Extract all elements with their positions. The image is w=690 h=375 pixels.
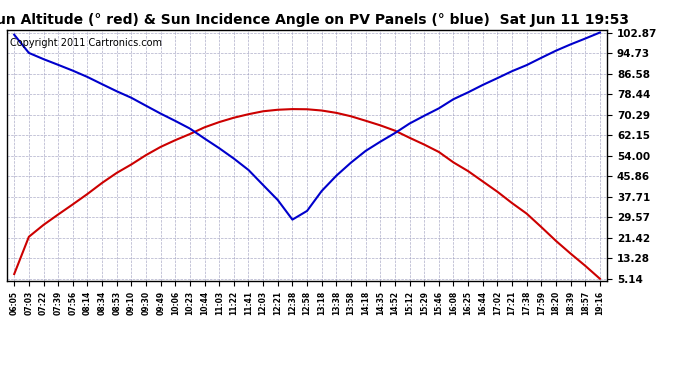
Text: Copyright 2011 Cartronics.com: Copyright 2011 Cartronics.com (10, 38, 162, 48)
Title: Sun Altitude (° red) & Sun Incidence Angle on PV Panels (° blue)  Sat Jun 11 19:: Sun Altitude (° red) & Sun Incidence Ang… (0, 13, 629, 27)
